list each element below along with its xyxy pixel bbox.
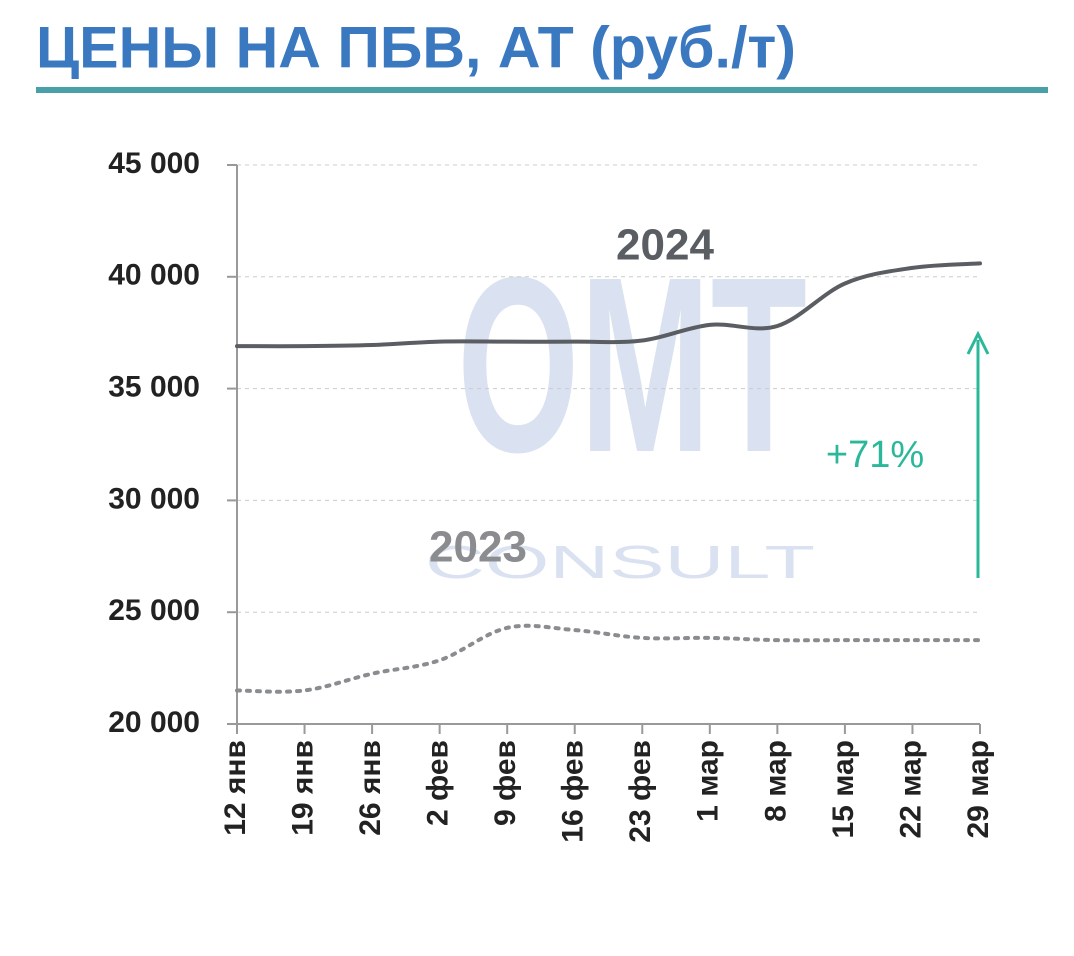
series-line <box>235 623 982 694</box>
x-tick-label: 26 янв <box>354 740 387 836</box>
y-tick-label: 40 000 <box>108 259 200 292</box>
series-line <box>235 261 982 349</box>
annotation: +71% <box>826 434 924 476</box>
x-tick-label: 23 фев <box>624 740 657 843</box>
x-tick-label: 19 янв <box>286 740 319 836</box>
watermark-text: CONSULT <box>425 536 815 588</box>
series-label: 2023 <box>429 523 527 572</box>
chart-title: ЦЕНЫ НА ПБВ, АТ (руб./т) <box>36 15 796 80</box>
x-tick-label: 15 мар <box>827 740 860 839</box>
x-tick-label: 2 фев <box>422 740 455 826</box>
y-tick-label: 30 000 <box>108 482 200 515</box>
watermark-logo: ОМТ <box>457 225 807 504</box>
y-tick-label: 20 000 <box>108 706 200 739</box>
x-tick-label: 22 мар <box>894 740 927 839</box>
watermark: ОМТ CONSULT <box>425 225 815 588</box>
y-tick-label: 45 000 <box>108 147 200 180</box>
x-tick-label: 16 фев <box>557 740 590 843</box>
x-tick-label: 29 мар <box>962 740 995 839</box>
x-tick-label: 9 фев <box>489 740 522 826</box>
y-tick-label: 25 000 <box>108 594 200 627</box>
series-label: 2024 <box>616 221 714 270</box>
y-tick-label: 35 000 <box>108 371 200 404</box>
annotation-arrowhead <box>966 330 990 355</box>
x-tick-label: 1 мар <box>692 740 725 822</box>
x-tick-label: 8 мар <box>759 740 792 822</box>
x-tick-label: 12 янв <box>219 740 252 836</box>
